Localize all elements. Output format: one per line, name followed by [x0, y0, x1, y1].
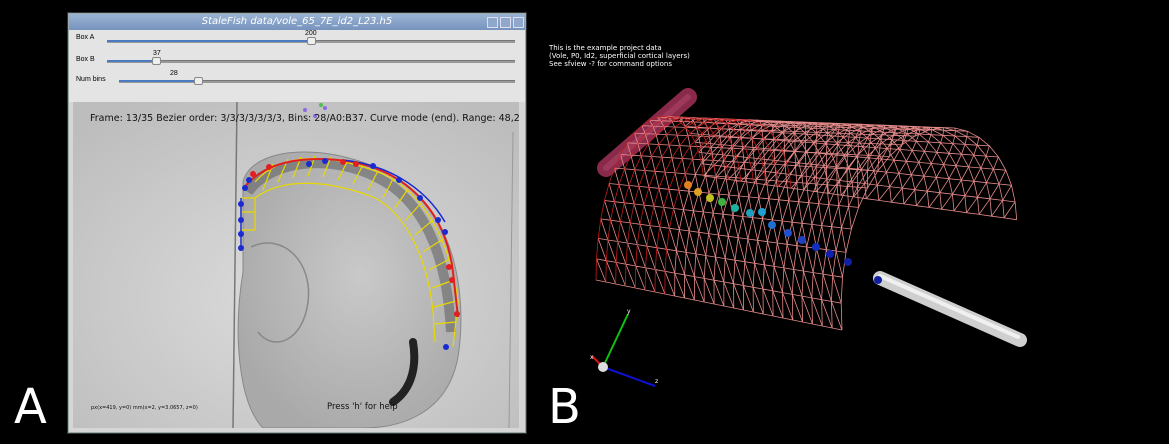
maroon-rod — [597, 88, 697, 177]
cursor-coordinates: px(x=419, y=0) mm(x=2, y=3.0657, z=0) — [91, 405, 198, 411]
axis-x-label: x — [590, 354, 594, 361]
help-hint: Press 'h' for help — [327, 402, 398, 412]
slider-value: 28 — [170, 70, 178, 77]
info-line: See sfview -? for command options — [549, 60, 672, 68]
close-button[interactable] — [513, 17, 524, 28]
minimize-button[interactable] — [487, 17, 498, 28]
panel-label-b: B — [548, 379, 581, 435]
slider-label: Box A — [76, 34, 95, 41]
slider-value: 37 — [153, 50, 161, 57]
axes-gizmo — [591, 313, 656, 387]
slider-label: Box B — [76, 56, 95, 63]
slider-label: Num bins — [76, 76, 106, 83]
slider-fill — [107, 60, 156, 62]
axis-y-label: y — [627, 308, 631, 315]
info-line: This is the example project data — [549, 44, 662, 52]
window-titlebar[interactable]: StaleFish data/vole_65_7E_id2_L23.h5 — [69, 14, 525, 30]
slider-handle[interactable] — [151, 57, 161, 65]
brain-section-image — [73, 102, 519, 428]
slider-handle[interactable] — [194, 77, 204, 85]
controls-panel: Box A 200 Box B 37 Num bins 28 — [69, 30, 525, 102]
mesh-lines-dark — [595, 116, 792, 295]
curve-spheres — [684, 181, 882, 284]
status-line: Frame: 13/35 Bezier order: 3/3/3/3/3/3/3… — [90, 113, 519, 124]
slider-track[interactable] — [107, 60, 515, 63]
axis-z-label: z — [655, 378, 659, 385]
slider-fill — [119, 80, 199, 82]
mesh-lines — [595, 116, 1018, 331]
3d-viewer-canvas[interactable] — [540, 40, 1160, 440]
window-title: StaleFish data/vole_65_7E_id2_L23.h5 — [201, 16, 393, 27]
image-canvas[interactable]: Frame: 13/35 Bezier order: 3/3/3/3/3/3/3… — [73, 102, 519, 428]
slider-handle[interactable] — [307, 37, 316, 45]
slider-value: 200 — [305, 30, 317, 37]
curve-points — [238, 158, 449, 350]
info-line: (Vole, P0, Id2, superficial cortical lay… — [549, 52, 690, 60]
slider-fill — [107, 40, 311, 42]
panel-label-a: A — [14, 379, 47, 435]
maximize-button[interactable] — [500, 17, 511, 28]
viewer-info-text: This is the example project data (Vole, … — [549, 44, 690, 68]
white-rod — [873, 271, 1027, 347]
slider-track[interactable] — [119, 80, 515, 83]
wireframe-mesh — [595, 116, 1018, 331]
stalefish-window: StaleFish data/vole_65_7E_id2_L23.h5 Box… — [68, 13, 526, 433]
